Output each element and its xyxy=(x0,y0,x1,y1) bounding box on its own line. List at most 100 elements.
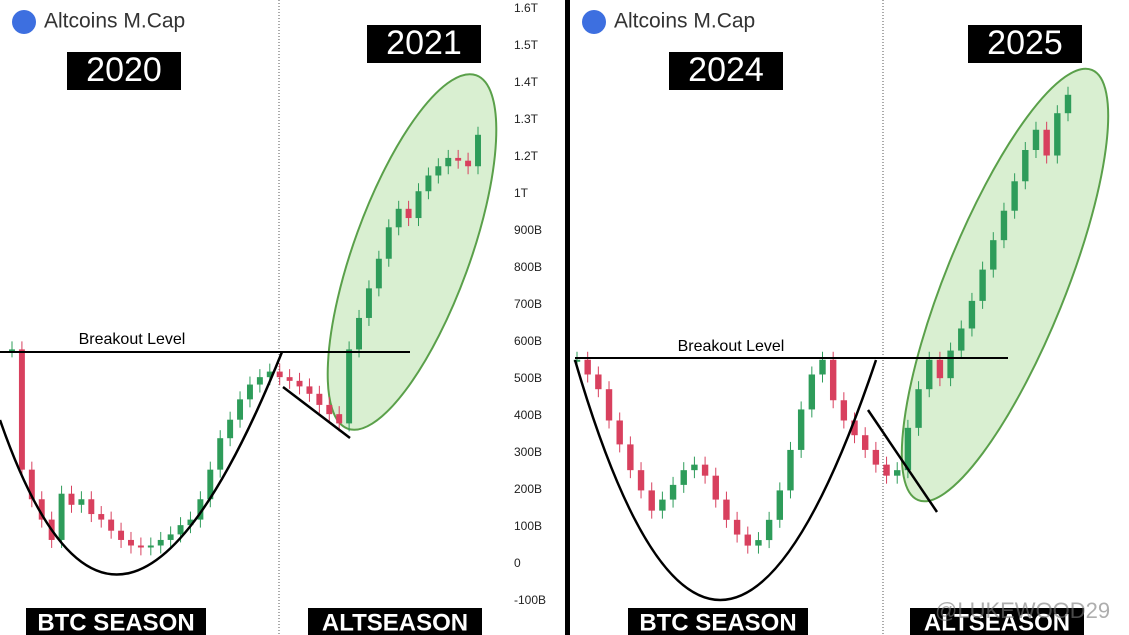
candle xyxy=(266,371,273,378)
logo xyxy=(582,10,606,34)
cup-curve xyxy=(573,359,878,602)
candle xyxy=(947,350,954,379)
candle xyxy=(701,464,709,476)
candle xyxy=(605,389,613,421)
candle xyxy=(38,499,45,520)
candle xyxy=(787,449,794,491)
candle xyxy=(1054,113,1061,156)
candle xyxy=(157,539,164,546)
logo xyxy=(12,10,36,34)
breakout-label: Breakout Level xyxy=(79,331,186,348)
candle xyxy=(851,420,858,436)
candle xyxy=(256,377,263,385)
y-tick-label: 800B xyxy=(514,260,542,274)
candle xyxy=(733,519,741,535)
season-box xyxy=(910,608,1084,635)
candle xyxy=(936,359,944,379)
candle xyxy=(904,427,912,471)
candle xyxy=(177,525,184,535)
candle xyxy=(118,530,125,540)
candle xyxy=(415,191,422,219)
candle xyxy=(659,499,666,511)
candle xyxy=(691,464,698,471)
candle xyxy=(9,349,15,352)
year-label: 2020 xyxy=(86,51,162,89)
y-tick-label: 700B xyxy=(514,297,542,311)
candle xyxy=(246,384,253,400)
candle xyxy=(1022,150,1029,182)
y-tick-label: -100B xyxy=(514,593,546,607)
year-box xyxy=(669,52,783,90)
candle xyxy=(926,359,933,390)
divider xyxy=(565,0,570,635)
candle xyxy=(316,393,323,405)
candle xyxy=(1043,129,1050,156)
candle xyxy=(616,420,623,445)
year-box xyxy=(367,25,481,63)
candle xyxy=(425,175,432,192)
candle xyxy=(819,359,826,375)
cup-curve xyxy=(0,351,284,576)
candle xyxy=(68,493,75,505)
candle xyxy=(573,359,581,362)
chart-title: Altcoins M.Cap xyxy=(44,10,185,33)
candle xyxy=(744,534,751,546)
candle xyxy=(669,484,677,500)
year-box xyxy=(67,52,181,90)
candle xyxy=(365,288,372,318)
y-tick-label: 200B xyxy=(514,482,542,496)
season-label: ALTSEASON xyxy=(322,609,468,635)
candle xyxy=(680,470,687,485)
y-tick-label: 1.2T xyxy=(514,149,539,163)
candle xyxy=(723,499,730,520)
candle xyxy=(584,359,591,375)
chart-title: Altcoins M.Cap xyxy=(614,10,755,33)
candle xyxy=(276,371,283,378)
candle xyxy=(445,157,452,167)
candle xyxy=(648,490,655,511)
candle xyxy=(872,449,880,465)
candle xyxy=(108,519,115,531)
candle xyxy=(712,475,719,500)
highlight-ellipse xyxy=(900,67,1110,503)
season-label: BTC SEASON xyxy=(639,609,796,635)
candle xyxy=(18,349,25,470)
candle xyxy=(217,438,224,470)
candle xyxy=(883,464,890,476)
candle xyxy=(197,499,204,520)
y-tick-label: 0 xyxy=(514,556,521,570)
breakout-label: Breakout Level xyxy=(678,338,785,355)
candle xyxy=(979,269,986,301)
candle xyxy=(207,469,214,500)
season-box xyxy=(308,608,482,635)
season-box xyxy=(26,608,206,635)
candle xyxy=(227,419,234,439)
candle xyxy=(296,380,303,387)
candle xyxy=(58,493,65,540)
y-tick-label: 1.3T xyxy=(514,112,539,126)
candle xyxy=(637,470,645,491)
candle xyxy=(840,400,848,421)
candle xyxy=(1000,210,1008,241)
candle xyxy=(435,166,442,176)
y-tick-label: 400B xyxy=(514,408,542,422)
y-tick-label: 900B xyxy=(514,223,542,237)
candle xyxy=(968,300,976,329)
year-label: 2021 xyxy=(386,24,462,62)
y-tick-label: 600B xyxy=(514,334,542,348)
candle xyxy=(475,134,481,167)
candle xyxy=(306,386,313,394)
candle xyxy=(237,399,244,420)
y-tick-label: 300B xyxy=(514,445,542,459)
year-box xyxy=(968,25,1082,63)
candle xyxy=(808,374,816,410)
candle xyxy=(861,435,869,450)
candle xyxy=(455,157,462,161)
highlight-ellipse xyxy=(326,73,498,431)
candle xyxy=(187,519,194,526)
candle xyxy=(336,414,343,424)
candle xyxy=(137,545,144,548)
candle xyxy=(990,240,997,270)
candle xyxy=(465,160,472,167)
